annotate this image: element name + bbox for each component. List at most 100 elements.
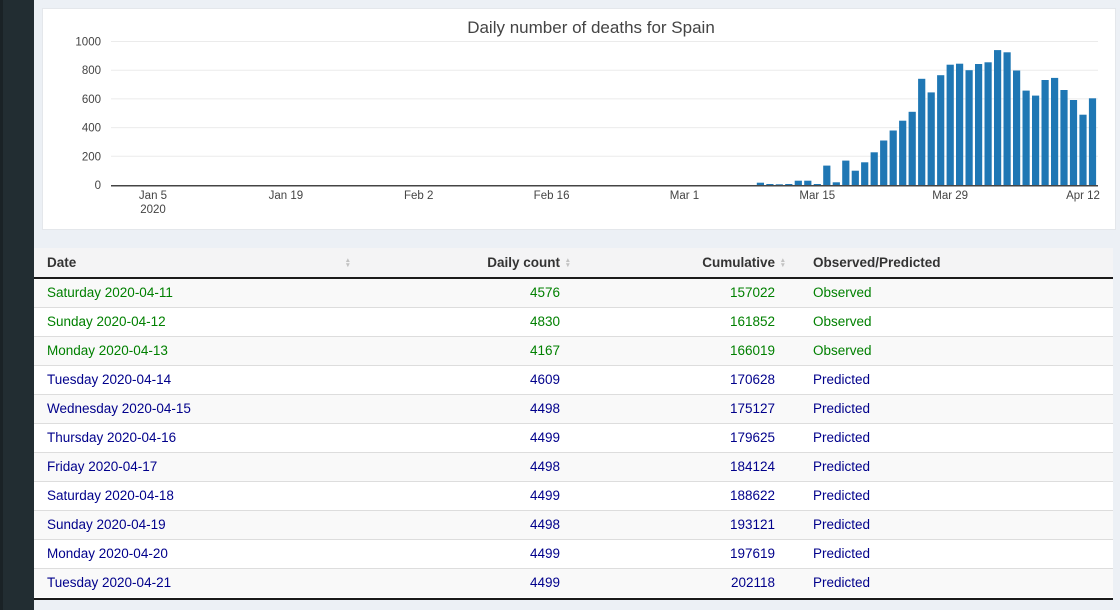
bar (1032, 95, 1040, 185)
table-row[interactable]: Monday 2020-04-13 4167 166019 Observed (34, 335, 1113, 365)
bar (946, 64, 954, 185)
sort-icon: ▲ ▼ (564, 256, 571, 269)
bar (956, 63, 964, 186)
cell-date: Tuesday 2020-04-14 (34, 364, 356, 394)
cell-daily: 4609 (356, 364, 576, 394)
bar (766, 184, 774, 185)
cell-cumulative: 166019 (576, 335, 791, 365)
cell-cumulative: 197619 (576, 538, 791, 568)
bar (1079, 114, 1087, 185)
table-row[interactable]: Saturday 2020-04-18 4499 188622 Predicted (34, 480, 1113, 510)
bar (1088, 98, 1097, 185)
x-axis-tick-label: Feb 2 (404, 190, 433, 202)
bar (804, 180, 812, 185)
cell-cumulative: 184124 (576, 451, 791, 481)
cell-daily: 4499 (356, 538, 576, 568)
cell-daily: 4499 (356, 567, 576, 597)
bar (851, 170, 859, 185)
cell-daily: 4498 (356, 393, 576, 423)
bar (756, 182, 764, 185)
table-row[interactable]: Sunday 2020-04-12 4830 161852 Observed (34, 306, 1113, 336)
cell-status: Predicted (791, 538, 1113, 568)
table-row[interactable]: Sunday 2020-04-19 4498 193121 Predicted (34, 509, 1113, 539)
sort-icon: ▲ ▼ (344, 256, 351, 269)
column-header-label: Date (47, 255, 77, 270)
bar (899, 120, 907, 185)
table-row[interactable]: Wednesday 2020-04-15 4498 175127 Predicted (34, 393, 1113, 423)
x-axis-tick-label: Mar 29 (932, 190, 968, 202)
bar (1041, 80, 1049, 185)
cell-cumulative: 161852 (576, 306, 791, 336)
cell-status: Predicted (791, 422, 1113, 452)
x-axis-tick-label: Apr 12 (1066, 190, 1100, 202)
sort-icon: ▲ ▼ (779, 256, 786, 269)
daily-deaths-bar-chart[interactable]: 0 200 400 600 800 1000 Jan 5 2020 Jan 19 Feb 2 Feb… (43, 9, 1115, 229)
column-header-daily-count[interactable]: Daily count ▲ ▼ (356, 248, 576, 279)
table-row[interactable]: Monday 2020-04-20 4499 197619 Predicted (34, 538, 1113, 568)
cell-status: Predicted (791, 451, 1113, 481)
table-row[interactable]: Tuesday 2020-04-21 4499 202118 Predicted (34, 567, 1113, 597)
y-axis-tick-label: 600 (82, 94, 101, 106)
cell-cumulative: 157022 (729, 285, 775, 301)
cell-daily: 4576 (529, 285, 560, 301)
cell-daily: 4499 (356, 480, 576, 510)
x-axis-tick-label: Jan 19 (269, 190, 304, 202)
x-axis-tick-label: Feb 16 (534, 190, 570, 202)
bar (918, 78, 926, 185)
cell-status: Observed (813, 285, 872, 301)
column-header-label: Daily count (487, 255, 560, 270)
cell-cumulative: 175127 (576, 393, 791, 423)
cell-status: Predicted (791, 393, 1113, 423)
bar (1013, 70, 1021, 185)
table-header-row: Date ▲ ▼ Daily count ▲ ▼ Cumulative ▲ ▼ Observed/… (34, 248, 1113, 279)
cell-date: Tuesday 2020-04-21 (34, 567, 356, 597)
table-row[interactable]: Thursday 2020-04-16 4499 179625 Predicted (34, 422, 1113, 452)
y-axis-tick-label: 400 (82, 123, 101, 135)
bar (813, 184, 821, 185)
bar (975, 64, 983, 185)
table-row[interactable]: Friday 2020-04-17 4498 184124 Predicted (34, 451, 1113, 481)
cell-date: Saturday 2020-04-11 (47, 285, 173, 301)
column-header-observed-predicted[interactable]: Observed/Predicted (791, 248, 1113, 279)
cell-date: Monday 2020-04-20 (34, 538, 356, 568)
bar (880, 140, 888, 185)
y-axis-tick-label: 200 (82, 151, 101, 163)
x-axis-year-label: 2020 (140, 204, 166, 216)
y-axis-tick-label: 800 (82, 65, 101, 77)
cell-cumulative: 202118 (576, 567, 791, 597)
bar (861, 162, 869, 185)
table-row[interactable]: Tuesday 2020-04-14 4609 170628 Predicted (34, 364, 1113, 394)
cell-cumulative: 179625 (576, 422, 791, 452)
table-row[interactable]: Saturday 2020-04-11 4576 157022 Observed (34, 278, 1113, 307)
cell-daily: 4830 (356, 306, 576, 336)
x-axis-tick-label: Jan 5 (139, 190, 167, 202)
bar (832, 182, 840, 185)
bar (870, 152, 878, 185)
column-header-cumulative[interactable]: Cumulative ▲ ▼ (576, 248, 791, 279)
bar (785, 184, 793, 185)
bar (1051, 77, 1059, 185)
bar (823, 165, 831, 185)
cell-date: Wednesday 2020-04-15 (34, 393, 356, 423)
bar (1022, 90, 1030, 185)
cell-status: Observed (791, 335, 1113, 365)
bar (889, 130, 897, 185)
chart-card: 0 200 400 600 800 1000 Jan 5 2020 Jan 19 Feb 2 Feb… (42, 8, 1116, 230)
cell-cumulative: 188622 (576, 480, 791, 510)
cell-daily: 4167 (356, 335, 576, 365)
column-header-date[interactable]: Date ▲ ▼ (34, 248, 356, 279)
cell-status: Predicted (791, 509, 1113, 539)
sidebar (0, 0, 34, 610)
cell-daily: 4499 (356, 422, 576, 452)
data-table: Date ▲ ▼ Daily count ▲ ▼ Cumulative ▲ ▼ Observed/… (34, 248, 1113, 600)
cell-cumulative: 193121 (576, 509, 791, 539)
cell-date: Saturday 2020-04-18 (34, 480, 356, 510)
cell-status: Observed (791, 306, 1113, 336)
deaths-table: Date ▲ ▼ Daily count ▲ ▼ Cumulative ▲ ▼ Observed/… (34, 248, 1113, 597)
bar (1003, 52, 1011, 185)
cell-status: Predicted (791, 364, 1113, 394)
bar (984, 62, 992, 185)
bar (1069, 100, 1078, 185)
chart-title: Daily number of deaths for Spain (467, 18, 715, 37)
cell-date: Sunday 2020-04-19 (34, 509, 356, 539)
